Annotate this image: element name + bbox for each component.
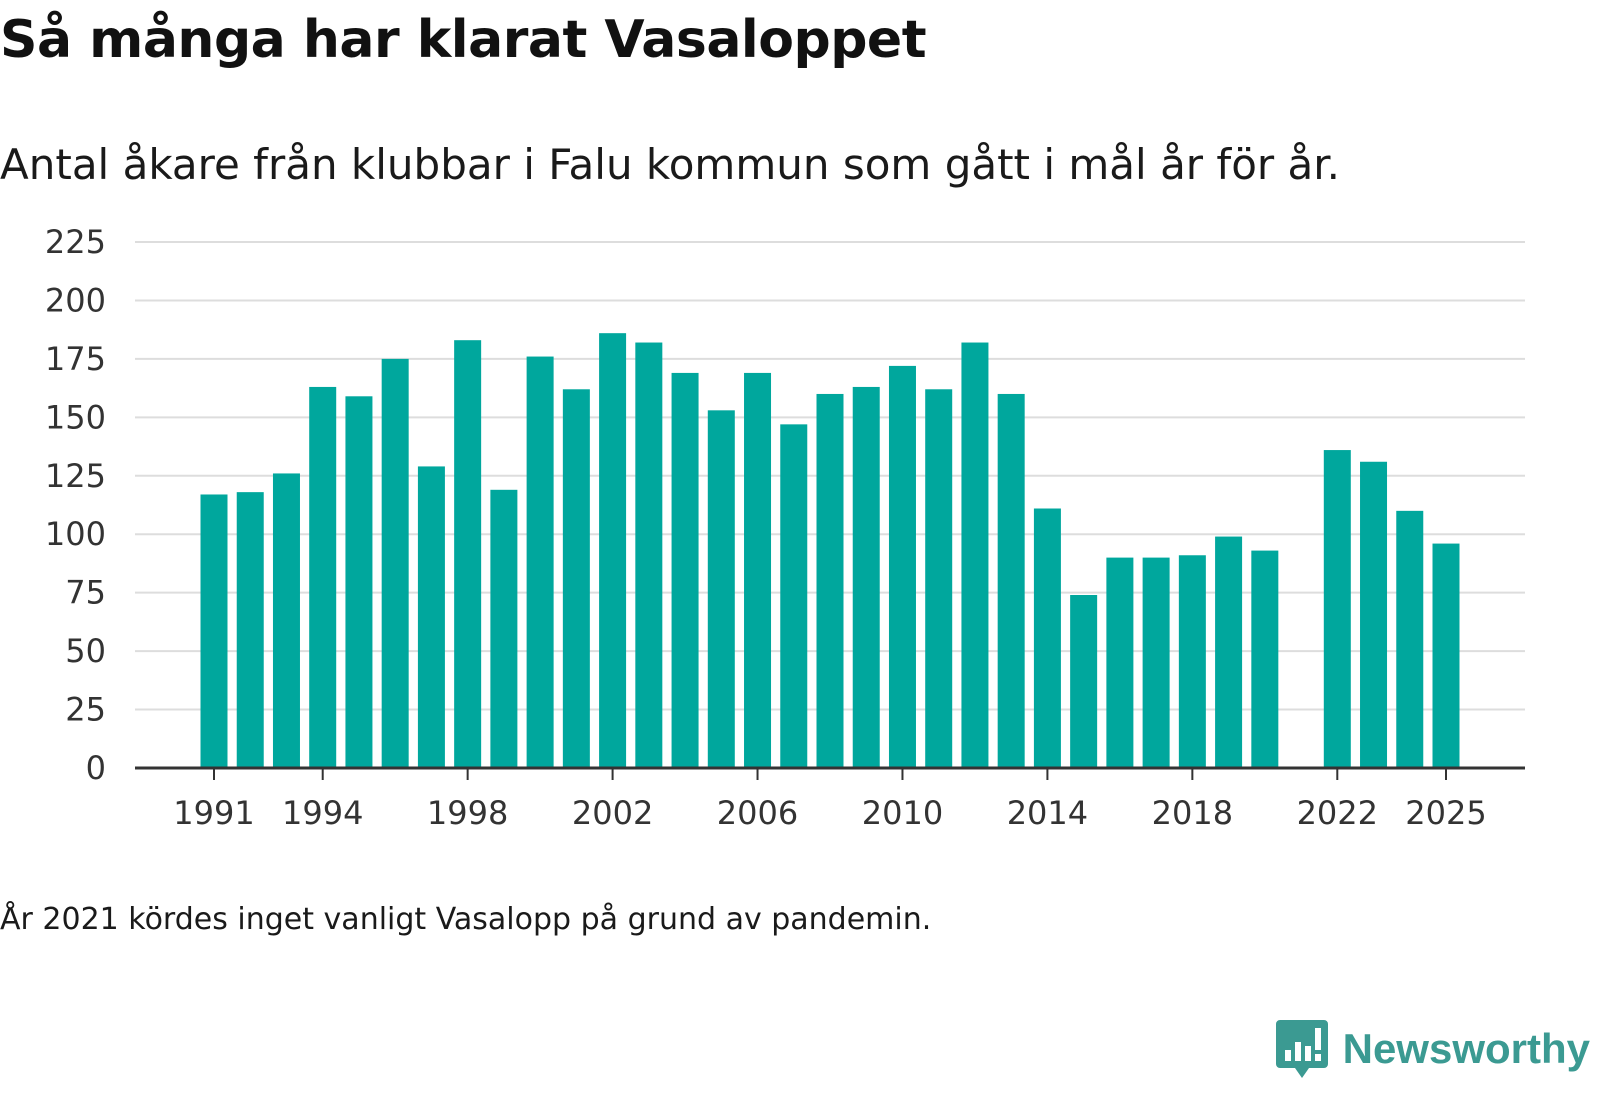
x-tick-label: 2018: [1152, 794, 1233, 832]
y-tick-label: 175: [45, 340, 106, 378]
brand: Newsworthy: [1275, 1018, 1590, 1080]
chart-title: Så många har klarat Vasaloppet: [0, 10, 927, 70]
bar-1998: [454, 340, 482, 768]
bar-2005: [707, 410, 735, 768]
y-tick-label: 200: [45, 281, 106, 319]
bar-1997: [417, 466, 445, 768]
axes: 0 25 50 75 100 125 150 175 200 225 1991 1994 1998 200…: [45, 223, 1525, 832]
y-tick-label: 75: [65, 574, 106, 612]
y-tick-label: 0: [86, 749, 106, 787]
bar-2018: [1178, 555, 1206, 768]
bar-1994: [309, 386, 337, 768]
bar-2016: [1106, 557, 1134, 768]
x-tick-label: 2006: [717, 794, 798, 832]
bar-2015: [1070, 595, 1098, 768]
x-tick-label: 2022: [1297, 794, 1378, 832]
x-tick-label: 1998: [427, 794, 508, 832]
footnote: År 2021 kördes inget vanligt Vasalopp på…: [0, 902, 932, 937]
bar-2004: [671, 372, 699, 768]
bar-1992: [236, 492, 264, 768]
bar-2017: [1142, 557, 1170, 768]
x-tick-label: 2002: [572, 794, 653, 832]
x-tick-label: 2014: [1007, 794, 1088, 832]
newsworthy-logo-icon: [1275, 1020, 1328, 1078]
bar-2009: [852, 386, 880, 768]
bar-2008: [816, 393, 844, 768]
bar-1993: [272, 473, 300, 768]
x-tick-label: 1991: [173, 794, 254, 832]
bar-2023: [1360, 461, 1388, 768]
y-tick-label: 225: [45, 223, 106, 261]
x-tick-label: 1994: [282, 794, 363, 832]
x-tick-label: 2010: [862, 794, 943, 832]
x-tick-label: 2025: [1405, 794, 1486, 832]
bar-2020: [1251, 550, 1279, 768]
bar-1995: [345, 396, 373, 768]
bar-2024: [1396, 510, 1424, 768]
bar-2010: [888, 365, 916, 768]
bar-2002: [599, 333, 627, 768]
bar-2001: [562, 389, 590, 768]
y-tick-label: 100: [45, 515, 106, 553]
bar-1991: [200, 494, 228, 768]
bar-2006: [744, 372, 772, 768]
bar-2000: [526, 356, 554, 768]
bar-2013: [997, 393, 1025, 768]
chart-subtitle: Antal åkare från klubbar i Falu kommun s…: [0, 140, 1341, 189]
bar-2019: [1215, 536, 1243, 768]
bars: [200, 333, 1460, 768]
bar-1996: [381, 358, 409, 768]
brand-name: Newsworthy: [1342, 1025, 1590, 1072]
bar-2025: [1432, 543, 1460, 768]
bar-2014: [1033, 508, 1061, 768]
bar-1999: [490, 489, 518, 768]
y-tick-label: 150: [45, 398, 106, 436]
bar-2022: [1323, 450, 1351, 768]
y-tick-label: 25: [65, 691, 106, 729]
bar-2011: [925, 389, 953, 768]
bar-chart: 0 25 50 75 100 125 150 175 200 225 1991 1994 1998 200…: [45, 223, 1525, 832]
bar-2003: [635, 342, 663, 768]
bar-2012: [961, 342, 989, 768]
y-tick-label: 50: [65, 632, 106, 670]
y-tick-label: 125: [45, 457, 106, 495]
bar-2007: [780, 424, 808, 768]
